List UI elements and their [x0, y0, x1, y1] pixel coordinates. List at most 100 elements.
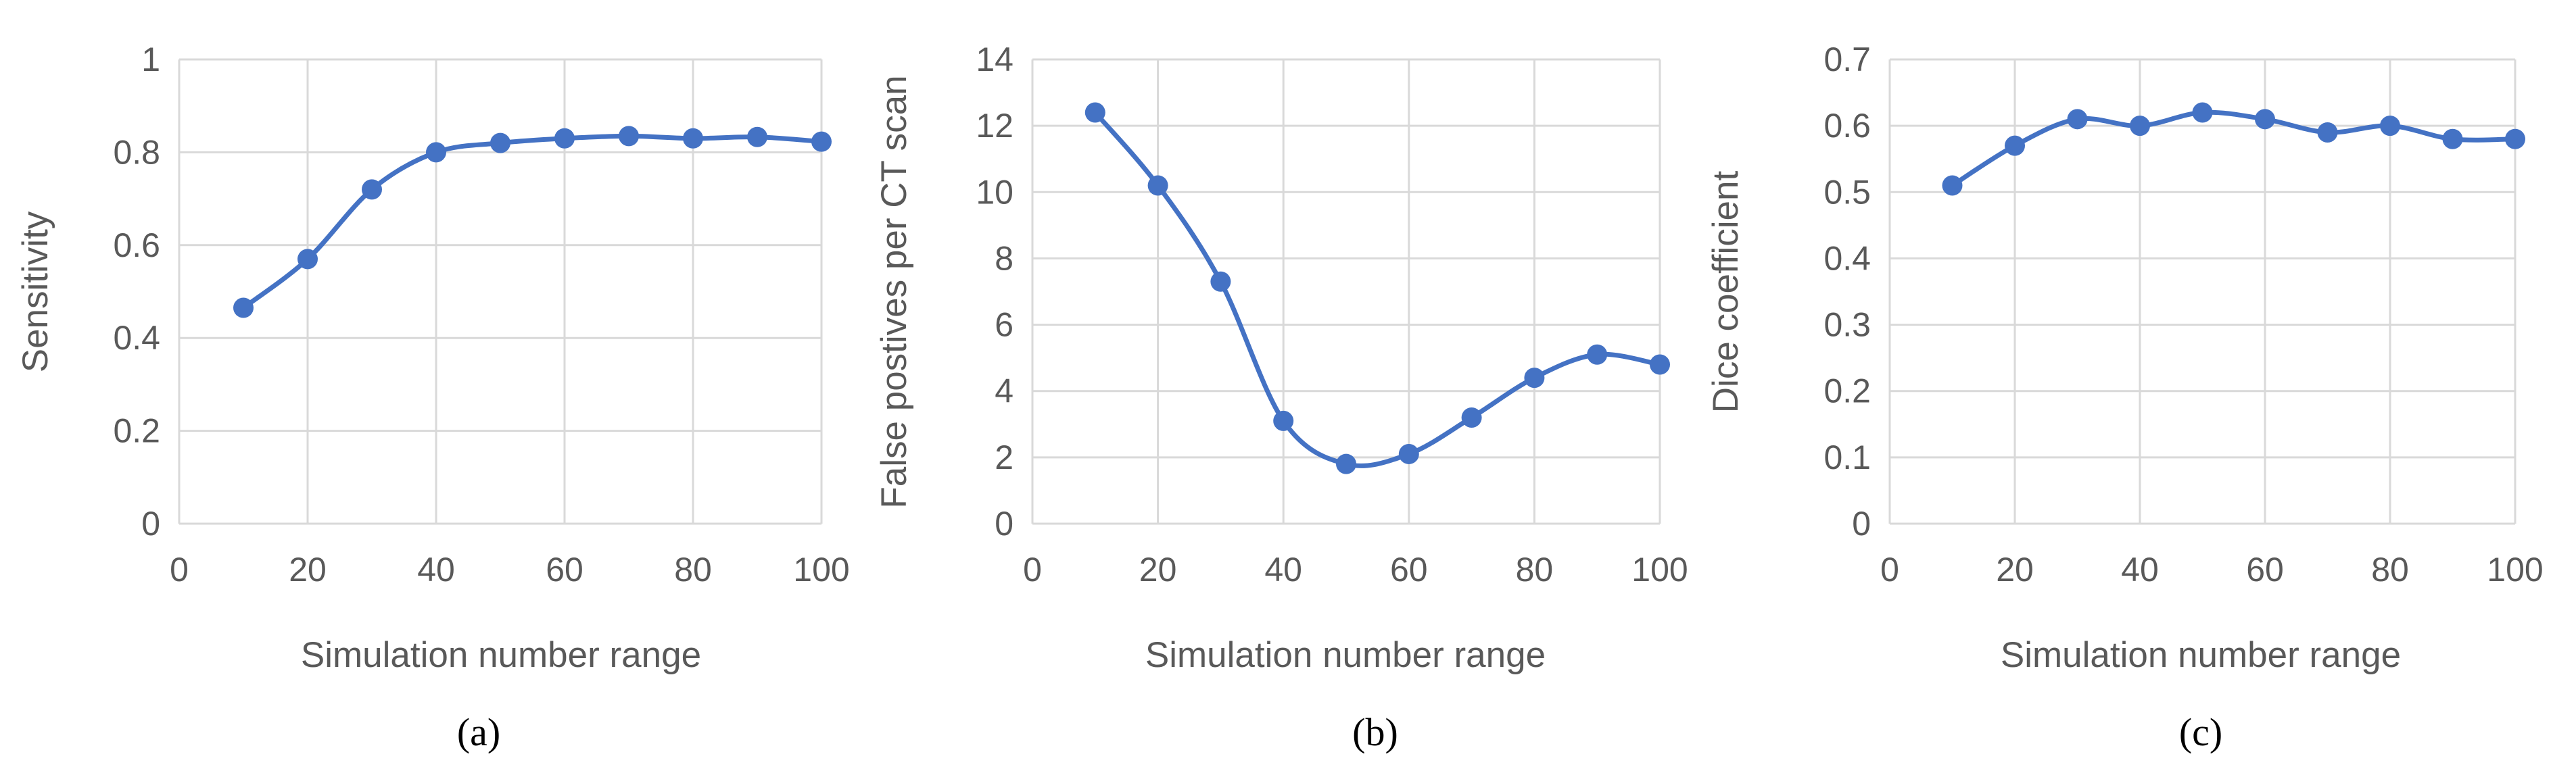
- y-tick-labels-c: 0 0.1 0.2 0.3 0.4 0.5 0.6 0.7: [1823, 41, 1871, 543]
- data-point-a-6: [619, 126, 639, 147]
- data-point-b-5: [1398, 443, 1419, 464]
- x-tick-label-b-0: 0: [1023, 551, 1042, 589]
- y-tick-label-a-5: 1: [141, 41, 160, 78]
- x-tick-label-a-3: 60: [546, 551, 583, 589]
- data-point-b-0: [1084, 102, 1105, 123]
- data-points-a: [233, 126, 832, 318]
- data-point-b-6: [1461, 407, 1482, 428]
- x-tick-label-b-5: 100: [1631, 551, 1688, 589]
- x-tick-label-a-1: 20: [289, 551, 327, 589]
- y-axis-title-a: Sensitivity: [16, 211, 55, 372]
- x-tick-label-b-1: 20: [1139, 551, 1177, 589]
- x-tick-label-a-4: 80: [674, 551, 712, 589]
- y-tick-label-b-7: 14: [976, 41, 1013, 78]
- grid-lines-c: [1888, 58, 2517, 525]
- data-point-c-4: [2192, 102, 2213, 123]
- x-tick-labels-a: 0 20 40 60 80 100: [170, 551, 850, 589]
- data-point-b-7: [1524, 368, 1545, 389]
- data-point-b-4: [1336, 453, 1356, 474]
- x-tick-label-c-5: 100: [2487, 551, 2543, 589]
- y-tick-label-c-4: 0.4: [1823, 239, 1871, 277]
- data-point-a-2: [362, 179, 382, 200]
- x-tick-labels-b: 0 20 40 60 80 100: [1023, 551, 1688, 589]
- data-point-a-8: [747, 126, 767, 147]
- data-point-b-3: [1273, 410, 1294, 431]
- x-tick-label-b-2: 40: [1264, 551, 1302, 589]
- y-tick-labels-a: 0 0.2 0.4 0.6 0.8 1: [113, 41, 160, 543]
- caption-b: (b): [1352, 710, 1398, 754]
- series-line-a: [241, 133, 822, 310]
- y-tick-label-a-2: 0.4: [113, 319, 160, 357]
- data-point-b-9: [1650, 354, 1670, 375]
- chart-panel-b: 0 2 4 6 8 10 12 14 0 20 40 60 80 100 False postives …: [874, 41, 1688, 754]
- data-point-a-1: [297, 249, 318, 270]
- x-tick-label-b-4: 80: [1516, 551, 1554, 589]
- data-point-c-0: [1942, 175, 1963, 196]
- data-point-c-6: [2317, 122, 2338, 143]
- y-tick-label-b-0: 0: [995, 505, 1013, 543]
- y-tick-label-b-6: 12: [976, 107, 1013, 145]
- y-tick-label-c-5: 0.5: [1823, 173, 1871, 211]
- data-point-c-9: [2505, 128, 2525, 149]
- series-path-a: [241, 133, 822, 310]
- data-points-c: [1942, 102, 2525, 196]
- y-tick-label-b-2: 4: [995, 372, 1013, 410]
- y-tick-label-a-3: 0.6: [113, 226, 160, 264]
- y-tick-label-b-3: 6: [995, 306, 1013, 344]
- y-tick-label-b-5: 10: [976, 173, 1013, 211]
- data-point-a-9: [811, 131, 832, 152]
- y-tick-label-c-2: 0.2: [1823, 372, 1871, 410]
- y-tick-label-a-4: 0.8: [113, 133, 160, 171]
- grid-lines-a: [178, 58, 823, 525]
- y-tick-label-b-1: 2: [995, 439, 1013, 476]
- data-point-a-7: [683, 128, 703, 149]
- series-line-b: [1093, 111, 1661, 468]
- chart-panel-a: 00.20.40.60.81 0 20 40 60 80 100 Sensitivity …: [16, 41, 850, 754]
- data-point-a-0: [233, 297, 254, 318]
- x-tick-label-a-0: 0: [170, 551, 189, 589]
- y-axis-title-b: False postives per CT scan: [874, 75, 914, 508]
- x-tick-label-a-5: 100: [793, 551, 849, 589]
- data-point-c-2: [2067, 109, 2088, 130]
- y-axis-title-c: Dice coefficient: [1706, 171, 1746, 414]
- x-tick-label-c-2: 40: [2121, 551, 2159, 589]
- data-point-a-4: [490, 132, 510, 153]
- series-line-c: [1951, 109, 2516, 188]
- y-tick-label-c-6: 0.6: [1823, 107, 1871, 145]
- y-tick-label-c-3: 0.3: [1823, 306, 1871, 344]
- x-axis-title-c: Simulation number range: [2001, 635, 2401, 675]
- y-tick-label-c-0: 0: [1852, 505, 1871, 543]
- x-axis-title-a: Simulation number range: [301, 635, 701, 675]
- data-point-c-3: [2130, 116, 2150, 136]
- y-tick-label-b-4: 8: [995, 239, 1013, 277]
- series-path-b: [1093, 111, 1661, 468]
- caption-a: (a): [457, 710, 500, 754]
- x-axis-title-b: Simulation number range: [1145, 635, 1546, 675]
- x-tick-label-c-4: 80: [2371, 551, 2409, 589]
- data-point-c-8: [2442, 128, 2463, 149]
- data-point-c-1: [2005, 135, 2025, 156]
- x-tick-label-c-0: 0: [1880, 551, 1899, 589]
- x-tick-label-a-2: 40: [417, 551, 455, 589]
- chart-panel-c: 0 0.1 0.2 0.3 0.4 0.5 0.6 0.7 0 20 40 60 80 100 Dice…: [1706, 41, 2544, 754]
- caption-c: (c): [2179, 710, 2222, 754]
- data-point-b-8: [1587, 344, 1608, 365]
- y-tick-label-a-1: 0.2: [113, 412, 160, 450]
- data-point-a-5: [554, 128, 575, 149]
- data-point-b-2: [1210, 271, 1231, 292]
- series-path-c: [1951, 109, 2516, 188]
- data-point-b-1: [1147, 175, 1168, 196]
- y-tick-label-a-0: 0: [141, 505, 160, 543]
- data-point-a-3: [426, 142, 446, 163]
- y-tick-label-c-1: 0.1: [1823, 439, 1871, 476]
- data-point-c-5: [2255, 109, 2275, 130]
- y-tick-label-c-7: 0.7: [1823, 41, 1871, 78]
- y-tick-labels-b: 0 2 4 6 8 10 12 14: [976, 41, 1013, 543]
- x-tick-labels-c: 0 20 40 60 80 100: [1880, 551, 2544, 589]
- x-tick-label-c-3: 60: [2246, 551, 2284, 589]
- data-point-c-7: [2380, 116, 2400, 136]
- data-points-b: [1084, 102, 1670, 474]
- x-tick-label-c-1: 20: [1996, 551, 2034, 589]
- x-tick-label-b-3: 60: [1390, 551, 1428, 589]
